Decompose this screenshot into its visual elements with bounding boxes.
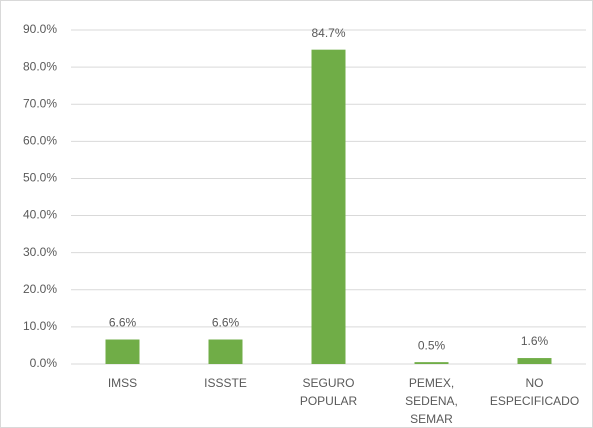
y-tick-label: 10.0% [23,319,57,333]
data-label: 6.6% [109,316,137,330]
data-label: 0.5% [418,338,446,352]
bar [517,358,552,364]
bar [208,339,243,364]
x-tick-label: SEGURO POPULAR [299,376,358,408]
y-tick-label: 90.0% [23,22,57,36]
x-tick-label: PEMEX, SEDENA, SEMAR [405,376,458,426]
x-tick-label: IMSS [107,376,138,390]
bar [414,362,449,364]
x-tick-label: ISSSTE [204,376,247,390]
y-tick-label: 0.0% [30,356,58,370]
y-tick-label: 50.0% [23,171,57,185]
y-tick-label: 30.0% [23,245,57,259]
y-tick-label: 40.0% [23,208,57,222]
y-tick-label: 80.0% [23,59,57,73]
data-label: 1.6% [521,334,549,348]
y-tick-label: 60.0% [23,134,57,148]
data-label: 84.7% [311,26,345,40]
data-label: 6.6% [212,316,240,330]
bar [311,49,346,365]
y-tick-label: 70.0% [23,96,57,110]
bar [105,339,140,364]
x-tick-label: NO ESPECIFICADO [489,376,580,408]
y-tick-label: 20.0% [23,282,57,296]
